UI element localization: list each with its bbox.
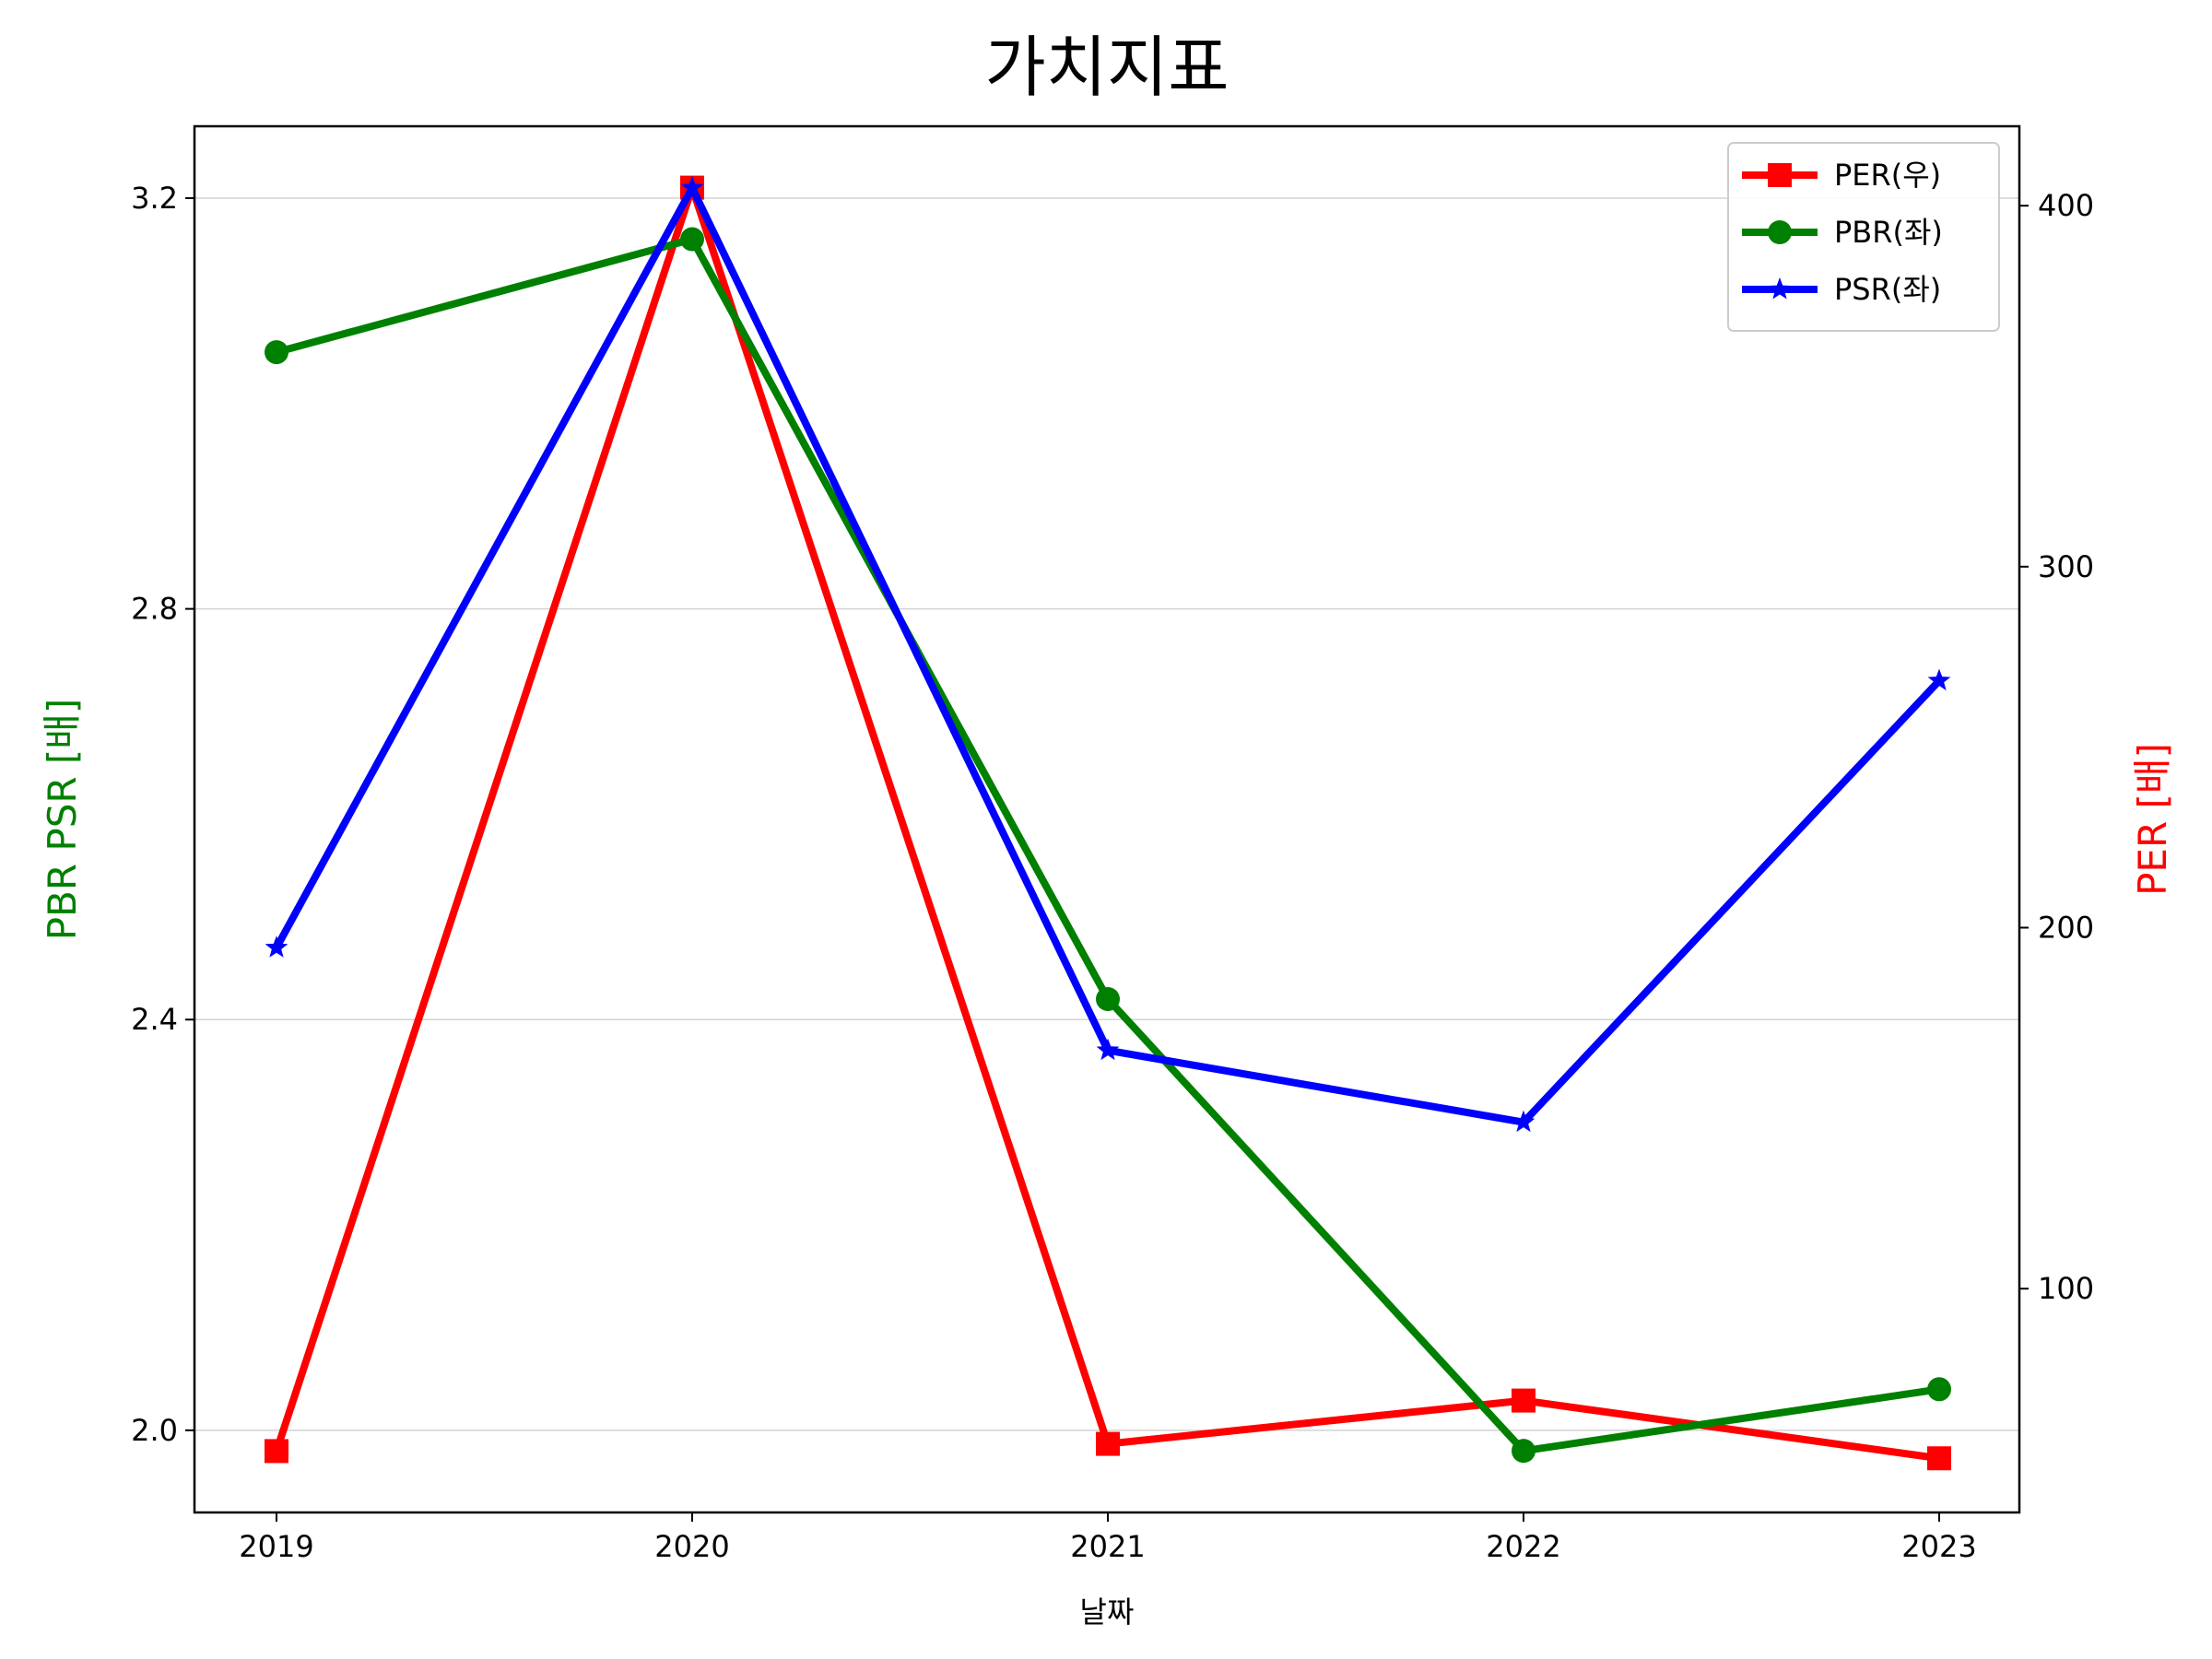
legend-label: PSR(좌): [1834, 272, 1941, 307]
data-point: [265, 1439, 288, 1464]
data-point: [1512, 1439, 1535, 1464]
left-tick-label: 3.2: [131, 181, 178, 216]
grid-lines: [194, 197, 2019, 1431]
x-tick-label: 2022: [1486, 1529, 1560, 1564]
data-point: [1512, 1388, 1535, 1413]
data-point: [1927, 1377, 1951, 1402]
legend-swatch-marker: [1768, 277, 1792, 300]
series-PSR(좌): [265, 175, 1951, 1133]
left-tick-label: 2.4: [131, 1002, 178, 1037]
legend-swatch-marker: [1768, 220, 1792, 244]
series-PBR(좌): [265, 227, 1951, 1464]
legend-swatch-marker: [1768, 163, 1792, 187]
data-point: [680, 175, 704, 198]
series-line: [273, 235, 1943, 1455]
x-axis: 2019 2020 2021 2022 2023: [239, 1512, 1977, 1564]
x-axis-label: 날짜: [1080, 1594, 1135, 1630]
series-layer: [265, 175, 1951, 1471]
right-tick-label: 400: [2038, 188, 2094, 223]
x-tick-label: 2020: [654, 1529, 729, 1564]
right-y-axis-label: PER [배]: [2130, 743, 2175, 896]
right-y-axis: 100 200 300 400: [2019, 188, 2094, 1306]
right-tick-label: 300: [2038, 549, 2094, 584]
series-line: [273, 183, 1943, 1126]
legend-box: [1727, 142, 2000, 332]
chart-title: 가치지표: [985, 29, 1230, 106]
left-y-axis-label: PBR PSR [배]: [40, 699, 85, 941]
right-tick-label: 200: [2038, 911, 2094, 946]
x-tick-label: 2023: [1901, 1529, 1976, 1564]
data-point: [680, 227, 704, 252]
legend-label: PER(우): [1834, 158, 1941, 193]
left-tick-label: 2.8: [131, 592, 178, 627]
left-tick-label: 2.0: [131, 1413, 178, 1448]
data-point: [1096, 986, 1120, 1011]
data-point: [1096, 1431, 1120, 1456]
legend: PER(우) PBR(좌) PSR(좌): [1727, 142, 2000, 332]
data-point: [1096, 1038, 1120, 1061]
series-line: [273, 183, 1943, 1463]
left-y-axis: 2.0 2.4 2.8 3.2: [131, 181, 194, 1448]
data-point: [1927, 1446, 1951, 1471]
x-tick-label: 2021: [1070, 1529, 1145, 1564]
x-tick-label: 2019: [239, 1529, 313, 1564]
legend-entry: PER(우): [1742, 158, 1941, 193]
data-point: [265, 340, 288, 365]
legend-entry: PSR(좌): [1742, 272, 1941, 307]
data-point: [1927, 668, 1951, 691]
right-tick-label: 100: [2038, 1271, 2094, 1306]
data-point: [265, 935, 288, 958]
legend-entry: PBR(좌): [1742, 215, 1943, 250]
legend-label: PBR(좌): [1834, 215, 1943, 250]
data-point: [1512, 1110, 1535, 1133]
plot-frame: [193, 124, 2021, 1514]
series-PER(우): [265, 175, 1951, 1471]
